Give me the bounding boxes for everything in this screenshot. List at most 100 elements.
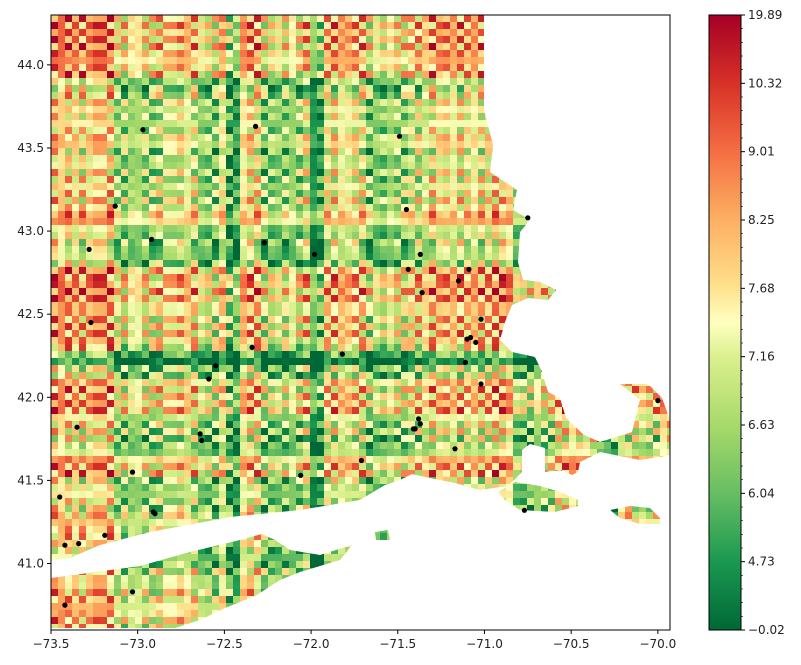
heat-cell-3399 [170, 281, 178, 289]
heat-cell-4498 [387, 365, 395, 373]
heat-cell-3043 [170, 253, 178, 261]
heat-cell-2167 [268, 183, 276, 191]
heat-cell-295 [247, 36, 255, 44]
heat-cell-3567 [100, 295, 108, 303]
heat-cell-3091 [506, 253, 514, 261]
heat-cell-402 [373, 43, 381, 51]
heat-cell-1169 [135, 106, 143, 114]
heat-cell-3840 [142, 316, 150, 324]
heat-cell-2442 [324, 204, 332, 212]
heat-cell-1295 [394, 113, 402, 121]
heat-cell-3341 [387, 274, 395, 282]
heat-cell-745 [282, 71, 290, 79]
heat-cell-267 [51, 36, 59, 44]
heat-cell-487 [345, 50, 353, 58]
heat-cell-816 [156, 78, 164, 86]
heat-cell-4383 [205, 358, 213, 366]
heat-cell-4641 [142, 379, 150, 387]
heat-cell-4651 [212, 379, 220, 387]
heat-cell-2228 [72, 190, 80, 198]
heat-cell-3788 [401, 309, 409, 317]
heat-cell-1372 [310, 120, 318, 128]
heat-cell-3863 [303, 316, 311, 324]
heat-cell-3444 [485, 281, 493, 289]
heat-cell-1387 [415, 120, 423, 128]
heat-cell-904 [149, 85, 157, 93]
heat-cell-1121 [422, 99, 430, 107]
heat-cell-1993 [296, 169, 304, 177]
heat-cell-2908 [471, 239, 479, 247]
heat-cell-2547 [436, 211, 444, 219]
heat-cell-1825 [366, 155, 374, 163]
heat-cell-315 [387, 36, 395, 44]
heat-cell-459 [149, 50, 157, 58]
heat-cell-3946 [261, 323, 269, 331]
heat-cell-3590 [261, 295, 269, 303]
heat-cell-1554 [338, 134, 346, 142]
heat-cell-4930 [296, 400, 304, 408]
heat-cell-115 [233, 22, 241, 30]
heat-cell-4686 [457, 379, 465, 387]
heat-cell-2723 [422, 225, 430, 233]
heat-cell-2911 [492, 239, 500, 247]
heat-cell-2087 [331, 176, 339, 184]
heat-cell-668 [366, 64, 374, 72]
heat-cell-1722 [268, 148, 276, 156]
heat-cell-3857 [261, 316, 269, 324]
heat-cell-941 [408, 85, 416, 93]
heat-cell-280 [142, 36, 150, 44]
heat-cell-46 [373, 15, 381, 23]
heat-cell-3489 [177, 288, 185, 296]
heat-cell-3748 [121, 309, 129, 317]
heat-cell-4397 [303, 358, 311, 366]
heat-cell-4412 [408, 358, 416, 366]
heat-cell-2506 [149, 211, 157, 219]
heat-cell-4801 [639, 386, 647, 394]
heat-cell-940 [401, 85, 409, 93]
heat-cell-1246 [51, 113, 59, 121]
heat-cell-2797 [317, 232, 325, 240]
heat-cell-2708 [317, 225, 325, 233]
heat-cell-2327 [142, 197, 150, 205]
heat-cell-4005 [51, 330, 59, 338]
heat-cell-1818 [317, 155, 325, 163]
heat-cell-454 [114, 50, 122, 58]
heat-cell-3124 [114, 260, 122, 268]
heat-cell-1247 [58, 113, 66, 121]
heat-cell-1259 [142, 113, 150, 121]
heat-cell-3442 [471, 281, 479, 289]
heat-cell-4904 [114, 400, 122, 408]
heat-cell-3778 [331, 309, 339, 317]
heat-cell-3625 [506, 295, 514, 303]
heat-cell-4493 [352, 365, 360, 373]
heat-cell-1482 [457, 127, 465, 135]
heat-cell-3411 [254, 281, 262, 289]
heat-cell-2938 [58, 246, 66, 254]
heat-cell-3056 [261, 253, 269, 261]
heat-cell-1556 [352, 134, 360, 142]
heat-cell-1186 [254, 106, 262, 114]
heat-cell-3560 [51, 295, 59, 303]
heat-cell-1738 [380, 148, 388, 156]
heat-cell-3797 [464, 309, 472, 317]
heat-cell-4312 [331, 351, 339, 359]
heat-cell-474 [254, 50, 262, 58]
heat-cell-1297 [408, 113, 416, 121]
heat-cell-714 [65, 71, 73, 79]
heat-cell-2610 [254, 218, 262, 226]
heat-cell-2882 [289, 239, 297, 247]
heat-cell-4184 [58, 344, 66, 352]
heat-cell-1010 [268, 92, 276, 100]
heat-cell-4821 [156, 393, 164, 401]
heat-cell-3027 [58, 253, 66, 261]
heat-cell-2174 [317, 183, 325, 191]
heat-cell-183 [86, 29, 94, 37]
heat-cell-2084 [310, 176, 318, 184]
heat-cell-4779 [485, 386, 493, 394]
heat-cell-4814 [107, 393, 115, 401]
heat-cell-2883 [296, 239, 304, 247]
heat-cell-2361 [380, 197, 388, 205]
heat-cell-457 [135, 50, 143, 58]
heat-cell-4429 [527, 358, 535, 366]
heat-cell-4227 [359, 344, 367, 352]
